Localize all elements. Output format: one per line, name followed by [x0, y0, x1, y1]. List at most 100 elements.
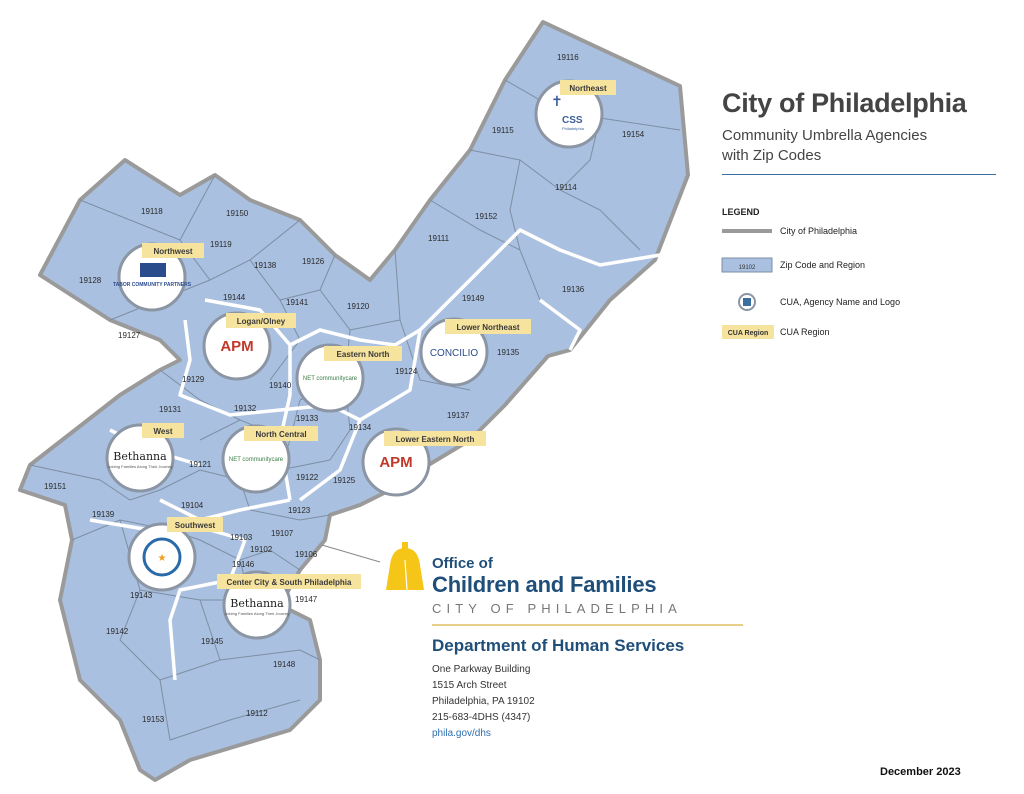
bethanna-logo-sub: Joining Families Along Their Journey: [107, 464, 172, 469]
star-icon: ★: [158, 553, 167, 564]
zip-label: 19139: [92, 510, 115, 519]
zip-label: 19102: [250, 545, 273, 554]
address-line2: 1515 Arch Street: [432, 680, 507, 691]
tabor-logo-icon: [140, 263, 166, 277]
legend-zip-label: Zip Code and Region: [780, 260, 866, 270]
zip-label: 19121: [189, 460, 212, 469]
zip-label: 19132: [234, 404, 257, 413]
zip-label: 19106: [295, 550, 318, 559]
zip-label: 19128: [79, 276, 102, 285]
region-tag: Southwest: [175, 521, 216, 530]
bethanna-logo-text: Bethanna: [230, 597, 284, 610]
zip-label: 19112: [246, 709, 268, 718]
region-tag: Northwest: [153, 247, 192, 256]
zip-label: 19142: [106, 627, 129, 636]
title-divider: [722, 174, 996, 175]
legend-zip-sample: 19102: [739, 265, 756, 271]
publication-date: December 2023: [880, 766, 961, 778]
net-logo-text: NET communitycare: [303, 376, 358, 382]
zip-label: 19146: [232, 560, 255, 569]
page-title: City of Philadelphia: [722, 88, 967, 118]
zip-label: 19125: [333, 476, 356, 485]
zip-label: 19116: [557, 53, 579, 62]
department-title: Department of Human Services: [432, 636, 685, 655]
zip-label: 19131: [159, 405, 182, 414]
zip-label: 19149: [462, 294, 485, 303]
address-web-link[interactable]: phila.gov/dhs: [432, 728, 491, 739]
zip-label: 19115: [492, 126, 514, 135]
zip-label: 19138: [254, 261, 277, 270]
region-tag: Center City & South Philadelphia: [227, 578, 352, 587]
greater-phila-logo-icon: [142, 537, 182, 577]
cua-legend-icon: [743, 298, 751, 306]
region-tag: West: [154, 427, 173, 436]
css-logo-sub: Philadelphia: [562, 126, 585, 131]
legend-city-label: City of Philadelphia: [780, 226, 858, 236]
zip-label: 19127: [118, 331, 141, 340]
region-tag: Lower Eastern North: [396, 435, 475, 444]
address-line3: Philadelphia, PA 19102: [432, 696, 535, 707]
zip-label: 19144: [223, 293, 246, 302]
subtitle-line2: with Zip Codes: [722, 147, 822, 164]
legend-region-label: CUA Region: [780, 327, 830, 337]
zip-label: 19104: [181, 501, 204, 510]
zip-labels: 19116 19115 19154 19114 19152 19111 1913…: [44, 53, 645, 724]
zip-label: 19141: [286, 298, 309, 307]
zip-label: 19114: [555, 183, 577, 192]
zip-label: 19143: [130, 591, 153, 600]
zip-label: 19150: [226, 209, 249, 218]
legend-graphics: 19102 CUA Region: [721, 229, 774, 339]
zip-label: 19153: [142, 715, 165, 724]
zip-label: 19152: [475, 212, 498, 221]
page-subtitle: Community Umbrella Agencies with Zip Cod…: [722, 126, 1002, 166]
zip-label: 19135: [497, 348, 520, 357]
legend-cua-label: CUA, Agency Name and Logo: [780, 297, 901, 307]
address-line1: One Parkway Building: [432, 664, 531, 675]
zip-label: 19133: [296, 414, 319, 423]
zip-label: 19107: [271, 529, 294, 538]
region-tag: Northeast: [569, 84, 607, 93]
zip-label: 19124: [395, 367, 418, 376]
zip-label: 19111: [428, 234, 450, 243]
zip-label: 19118: [141, 207, 163, 216]
region-tags: Northeast Northwest Logan/Olney Lower No…: [142, 80, 616, 589]
office-name: Children and Families: [432, 572, 657, 597]
cua-eastern-north: NET communitycare: [295, 343, 365, 413]
office-of-label: Office of: [432, 555, 493, 572]
address-phone: 215-683-4DHS (4347): [432, 712, 531, 723]
apm-logo-text: APM: [220, 338, 253, 355]
cua-northwest: TABOR COMMUNITY PARTNERS: [113, 242, 192, 312]
subtitle-line1: Community Umbrella Agencies: [722, 127, 928, 144]
zip-label: 19154: [622, 130, 645, 139]
cua-logan-olney: APM: [202, 311, 272, 381]
net-logo-text: NET communitycare: [229, 457, 284, 463]
zip-label: 19145: [201, 637, 224, 646]
cua-lower-northeast: CONCILIO: [419, 317, 489, 387]
bethanna-logo-text: Bethanna: [113, 450, 167, 463]
zip-label: 19123: [288, 506, 311, 515]
cross-icon: ✝: [551, 94, 563, 110]
zip-label: 19136: [562, 285, 585, 294]
zip-label: 19140: [269, 381, 292, 390]
zip-label: 19129: [182, 375, 205, 384]
zip-label: 19137: [447, 411, 470, 420]
region-tag: North Central: [255, 430, 306, 439]
region-tag: Logan/Olney: [237, 317, 286, 326]
office-divider: [432, 624, 743, 626]
liberty-bell-icon: [386, 542, 424, 591]
zip-label: 19119: [210, 240, 232, 249]
region-tag: Lower Northeast: [456, 323, 519, 332]
cua-southwest: ★: [127, 522, 197, 592]
legend-heading: LEGEND: [722, 207, 760, 217]
tabor-logo-text: TABOR COMMUNITY PARTNERS: [113, 282, 192, 288]
zip-label: 19147: [295, 595, 318, 604]
zip-label: 19134: [349, 423, 372, 432]
region-tag: Eastern North: [337, 350, 390, 359]
zip-label: 19151: [44, 482, 67, 491]
zip-label: 19120: [347, 302, 370, 311]
zip-label: 19148: [273, 660, 296, 669]
zip-label: 19103: [230, 533, 253, 542]
zip-label: 19122: [296, 473, 319, 482]
bethanna-logo-sub: Joining Families Along Their Journey: [224, 611, 289, 616]
